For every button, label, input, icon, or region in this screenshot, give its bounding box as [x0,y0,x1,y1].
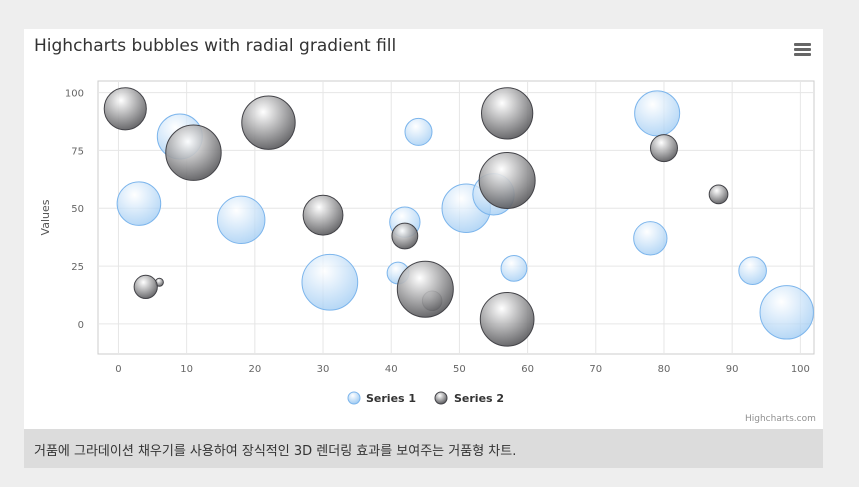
x-tick-label: 30 [317,364,330,375]
x-tick-label: 80 [658,364,671,375]
bubble-point[interactable] [708,184,729,205]
bubble-point[interactable] [634,90,681,137]
x-tick-label: 40 [385,364,398,375]
credits-link[interactable]: Highcharts.com [745,414,816,424]
x-tick-label: 50 [453,364,466,375]
y-tick-label: 100 [65,89,84,100]
legend-item[interactable]: Series 1 [347,391,416,405]
chart-container: Highcharts bubbles with radial gradient … [24,29,823,429]
x-tick-label: 10 [180,364,193,375]
bubble-point[interactable] [396,260,454,318]
legend-layer: Series 1 Series 2 [347,391,504,405]
y-tick-label: 75 [71,146,84,157]
bubble-point[interactable] [478,151,536,209]
bubble-point[interactable] [103,87,147,131]
x-tick-label: 0 [115,364,121,375]
bubble-point[interactable] [738,256,767,286]
bubble-point[interactable] [479,291,535,347]
caption-box: 거품에 그라데이션 채우기를 사용하여 장식적인 3D 렌더링 효과를 보여주는… [24,429,823,468]
y-tick-label: 50 [71,204,84,215]
bubble-point[interactable] [404,117,433,146]
bubble-point[interactable] [500,254,528,282]
bubble-point[interactable] [216,195,266,245]
bubble-point[interactable] [649,134,678,163]
y-tick-label: 0 [78,320,84,331]
bubble-layer [103,87,814,347]
chart-svg: 0 10 20 30 40 50 60 70 80 90 100 0 25 50 75 100 Values S… [39,80,815,405]
series-1-group [116,90,814,340]
menu-bar [794,48,811,51]
bubble-point[interactable] [301,253,359,311]
x-tick-label: 100 [791,364,810,375]
bubble-point[interactable] [759,285,814,340]
y-axis-title: Values [39,199,52,235]
legend-symbol [347,391,361,405]
x-tick-label: 60 [521,364,534,375]
series-2-group [103,87,729,347]
plot-border [97,80,815,355]
axis-layer: 0 10 20 30 40 50 60 70 80 90 100 0 25 50 75 100 Values [39,89,810,375]
bubble-point[interactable] [633,221,668,256]
legend-label: Series 2 [454,392,504,405]
chart-title: Highcharts bubbles with radial gradient … [34,36,397,56]
menu-bar [794,53,811,56]
hamburger-menu-icon[interactable] [794,43,811,57]
legend-label: Series 1 [366,392,416,405]
bubble-point[interactable] [241,95,296,150]
x-tick-label: 70 [589,364,602,375]
menu-bar [794,43,811,46]
caption-text: 거품에 그라데이션 채우기를 사용하여 장식적인 3D 렌더링 효과를 보여주는… [34,444,517,459]
bubble-point[interactable] [481,87,534,140]
y-tick-label: 25 [71,262,84,273]
bubble-point[interactable] [165,124,222,181]
legend-item[interactable]: Series 2 [434,391,504,405]
bubble-point[interactable] [391,222,419,250]
bubble-point[interactable] [133,274,158,300]
legend-symbol [434,391,448,405]
x-tick-label: 90 [726,364,739,375]
bubble-point[interactable] [116,181,162,226]
x-tick-label: 20 [248,364,261,375]
bubble-point[interactable] [302,194,344,236]
